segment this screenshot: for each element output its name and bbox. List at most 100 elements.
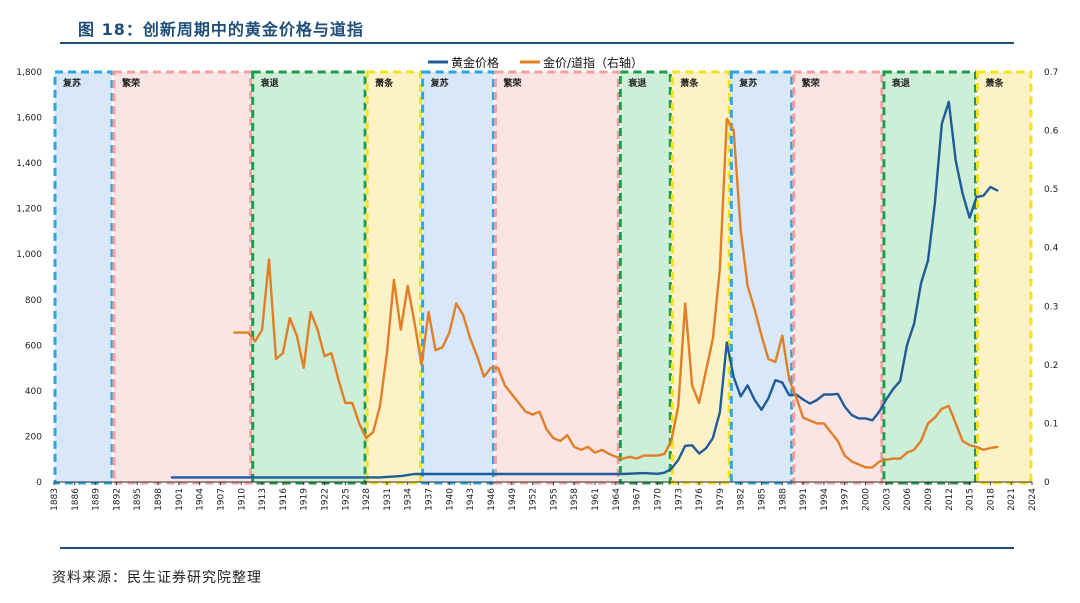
y-right-tick-label: 0.6 bbox=[1044, 127, 1059, 137]
y-left-tick-label: 1,600 bbox=[16, 114, 42, 124]
y-left-tick-label: 800 bbox=[25, 296, 42, 306]
x-tick-label: 1994 bbox=[820, 488, 830, 511]
x-tick-label: 2012 bbox=[945, 488, 955, 511]
series-layer bbox=[170, 100, 999, 479]
x-tick-label: 1919 bbox=[300, 488, 310, 511]
x-tick-label: 1997 bbox=[841, 488, 851, 511]
x-tick-label: 1991 bbox=[799, 488, 809, 511]
y-right-tick-label: 0.1 bbox=[1044, 419, 1058, 429]
y-left-tick-label: 1,400 bbox=[16, 159, 42, 169]
x-tick-label: 1946 bbox=[487, 488, 497, 511]
y-right-tick-label: 0.2 bbox=[1044, 361, 1058, 371]
phase-label-6: 繁荣 bbox=[502, 77, 522, 89]
y-left-tick-label: 1,200 bbox=[16, 205, 42, 215]
x-tick-label: 1958 bbox=[570, 488, 580, 511]
x-tick-label: 1904 bbox=[196, 488, 206, 511]
y-left-tick-label: 600 bbox=[25, 341, 42, 351]
phase-band-7 bbox=[618, 70, 672, 485]
y-right-tick-label: 0.3 bbox=[1044, 302, 1058, 312]
y-right-tick-label: 0.5 bbox=[1044, 185, 1058, 195]
x-tick-label: 1970 bbox=[653, 488, 663, 511]
phase-label-8: 萧条 bbox=[680, 77, 699, 89]
x-tick-label: 1940 bbox=[445, 488, 455, 511]
x-tick-label: 2024 bbox=[1028, 488, 1038, 511]
phase-band-11 bbox=[882, 70, 978, 485]
phase-label-5: 复苏 bbox=[430, 77, 449, 89]
y-right-tick-label: 0 bbox=[1044, 478, 1050, 488]
chart-legend: 黄金价格 金价/道指（右轴） bbox=[428, 55, 643, 70]
x-tick-label: 2018 bbox=[986, 488, 996, 511]
x-tick-label: 1895 bbox=[133, 488, 143, 511]
x-tick-label: 1883 bbox=[50, 488, 60, 511]
y-left-tick-label: 200 bbox=[25, 432, 42, 442]
phase-label-9: 复苏 bbox=[738, 77, 757, 89]
x-tick-label: 1901 bbox=[175, 488, 185, 511]
x-tick-label: 1922 bbox=[321, 488, 331, 511]
legend-label-gold: 黄金价格 bbox=[451, 55, 499, 70]
phase-label-3: 衰退 bbox=[260, 77, 279, 89]
phase-band-8 bbox=[670, 70, 731, 485]
phase-label-10: 繁荣 bbox=[801, 77, 821, 89]
phase-band-5 bbox=[421, 70, 495, 485]
phase-label-11: 衰退 bbox=[891, 77, 910, 89]
phase-label-4: 萧条 bbox=[375, 77, 394, 89]
x-tick-label: 1967 bbox=[633, 488, 643, 511]
x-tick-label: 1925 bbox=[341, 488, 351, 511]
phase-band-1 bbox=[53, 70, 114, 485]
x-tick-label: 1949 bbox=[508, 488, 518, 511]
phase-label-2: 繁荣 bbox=[121, 77, 141, 89]
x-tick-label: 1934 bbox=[404, 488, 414, 511]
x-tick-label: 1976 bbox=[695, 488, 705, 511]
x-tick-label: 1964 bbox=[612, 488, 622, 511]
y-left-tick-label: 1,000 bbox=[16, 250, 42, 260]
x-tick-label: 1889 bbox=[92, 488, 102, 511]
y-left-tick-label: 1,800 bbox=[16, 68, 42, 78]
gold-price-line bbox=[170, 100, 999, 479]
x-tick-label: 1937 bbox=[425, 488, 435, 511]
phase-label-7: 衰退 bbox=[627, 77, 646, 89]
figure-title: 图 18：创新周期中的黄金价格与道指 bbox=[78, 20, 364, 39]
x-tick-label: 1931 bbox=[383, 488, 393, 511]
x-tick-label: 1916 bbox=[279, 488, 289, 511]
top-rule bbox=[60, 42, 1014, 44]
x-tick-label: 1910 bbox=[237, 488, 247, 511]
x-tick-label: 1943 bbox=[466, 488, 476, 511]
phase-label-12: 萧条 bbox=[986, 77, 1005, 89]
x-tick-label: 1961 bbox=[591, 488, 601, 511]
x-tick-label: 1982 bbox=[737, 488, 747, 511]
phase-band-2 bbox=[112, 70, 253, 485]
y-right-tick-label: 0.7 bbox=[1044, 68, 1058, 78]
gold-dow-chart: 复苏 繁荣 衰退 萧条 复苏 繁荣 衰退 萧条 复苏 繁荣 衰退 萧条 0 200 400 600 800 1,… bbox=[16, 55, 1058, 511]
x-tick-label: 1928 bbox=[362, 488, 372, 511]
x-tick-label: 1985 bbox=[757, 488, 767, 511]
x-tick-label: 1898 bbox=[154, 488, 164, 511]
x-tick-label: 1907 bbox=[216, 488, 226, 511]
axis-layer: 0 200 400 600 800 1,000 1,200 1,400 1,600 1,800 0 0… bbox=[16, 68, 1058, 511]
x-tick-label: 1892 bbox=[112, 488, 122, 511]
x-tick-label: 1886 bbox=[71, 488, 81, 511]
phase-band-6 bbox=[493, 70, 620, 485]
phase-band-9 bbox=[729, 70, 794, 485]
y-left-tick-label: 400 bbox=[25, 387, 42, 397]
gold-dow-ratio-line bbox=[233, 117, 999, 469]
x-tick-label: 2021 bbox=[1007, 488, 1017, 511]
phase-band-12 bbox=[976, 70, 1033, 485]
x-tick-label: 1955 bbox=[549, 488, 559, 511]
x-tick-label: 1979 bbox=[716, 488, 726, 511]
x-tick-label: 1973 bbox=[674, 488, 684, 511]
source-note: 资料来源：民生证券研究院整理 bbox=[52, 570, 262, 586]
x-tick-label: 2009 bbox=[924, 488, 934, 511]
x-tick-label: 1952 bbox=[529, 488, 539, 511]
x-tick-label: 2003 bbox=[882, 488, 892, 511]
x-tick-label: 1988 bbox=[778, 488, 788, 511]
phase-band-10 bbox=[792, 70, 884, 485]
x-tick-label: 1913 bbox=[258, 488, 268, 511]
x-tick-label: 2000 bbox=[862, 488, 872, 511]
y-right-tick-label: 0.4 bbox=[1044, 244, 1059, 254]
x-tick-label: 2006 bbox=[903, 488, 913, 511]
x-tick-label: 2015 bbox=[966, 488, 976, 511]
phase-band-4 bbox=[365, 70, 423, 485]
y-left-tick-label: 0 bbox=[36, 478, 42, 488]
bottom-rule bbox=[60, 547, 1014, 549]
legend-label-ratio: 金价/道指（右轴） bbox=[543, 55, 643, 70]
